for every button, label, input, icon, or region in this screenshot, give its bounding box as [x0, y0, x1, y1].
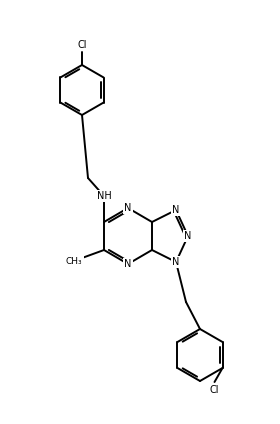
Text: N: N — [184, 231, 192, 241]
Text: N: N — [124, 259, 132, 269]
Text: Cl: Cl — [210, 385, 219, 395]
Text: NH: NH — [97, 191, 111, 201]
Text: N: N — [172, 257, 180, 267]
Text: N: N — [172, 205, 180, 215]
Text: N: N — [124, 203, 132, 213]
Text: CH₃: CH₃ — [66, 257, 82, 267]
Text: Cl: Cl — [77, 40, 87, 50]
